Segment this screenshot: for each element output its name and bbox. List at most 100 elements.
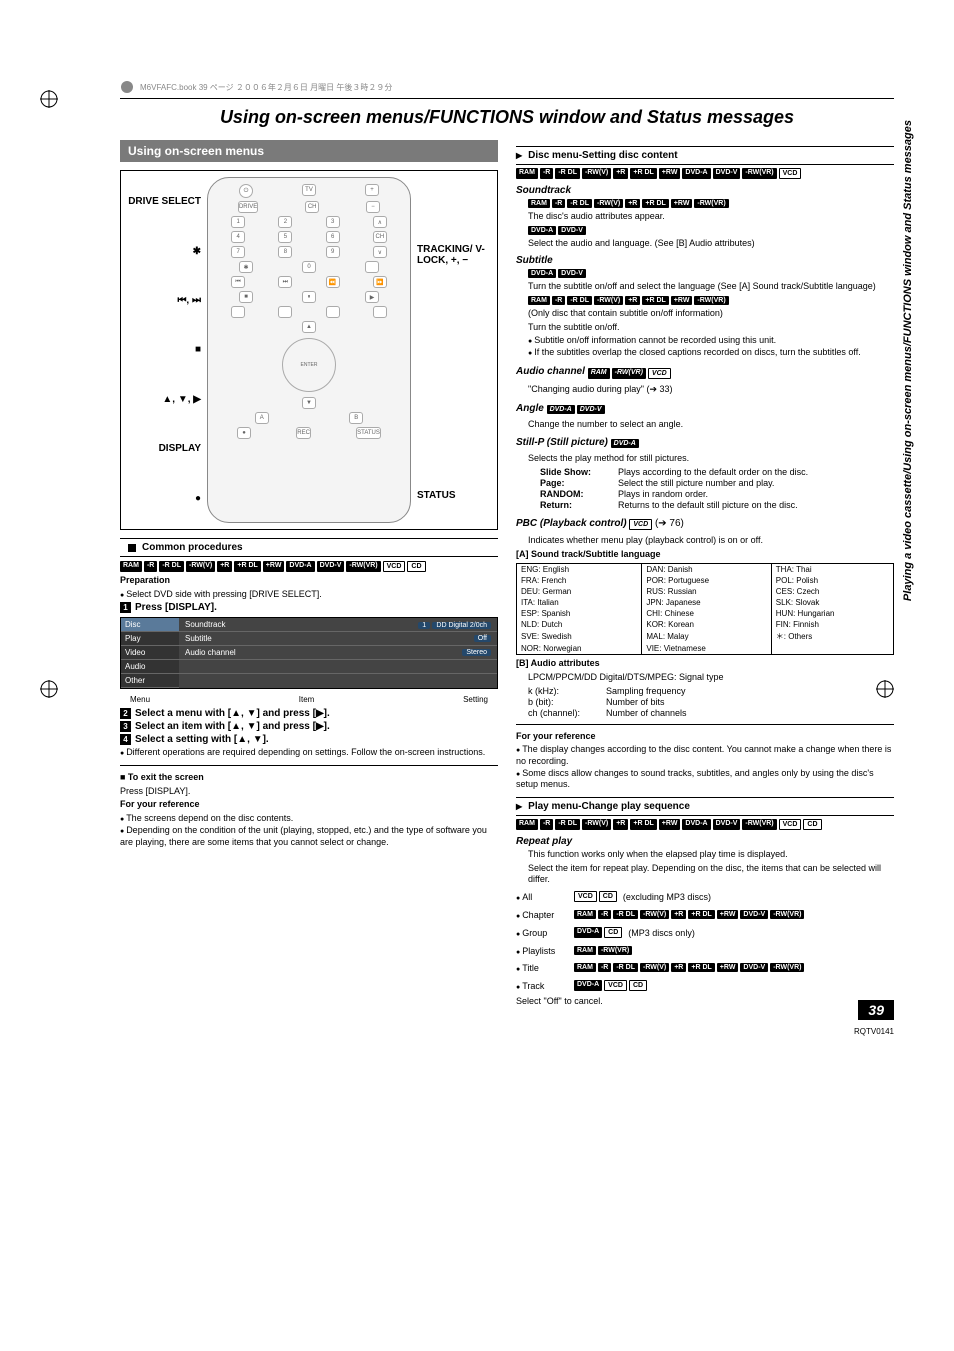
format-tag: +RW: [659, 168, 681, 179]
aa-bit-k: b (bit):: [528, 697, 600, 707]
format-tag: -RW(VR): [770, 910, 804, 919]
soundtrack-text-2: Select the audio and language. (See [B] …: [528, 238, 894, 250]
lang-cell: ENG: English: [517, 564, 642, 576]
format-tag: -RW(V): [186, 561, 215, 572]
soundtrack-text-1: The disc's audio attributes appear.: [528, 211, 894, 223]
format-tag: DVD-A: [528, 226, 556, 235]
aa-khz-k: k (kHz):: [528, 686, 600, 696]
right-column: Disc menu-Setting disc content RAM-R-R D…: [516, 140, 894, 1010]
format-tag: -RW(VR): [598, 946, 632, 955]
format-tag: +R: [625, 296, 640, 305]
sp-page-v: Select the still picture number and play…: [618, 478, 774, 488]
format-tag: +RW: [263, 561, 285, 572]
ref-heading: For your reference: [120, 799, 498, 811]
lang-cell: FIN: Finnish: [771, 619, 893, 630]
sp-return-k: Return:: [540, 500, 612, 510]
angle-heading: Angle DVD-ADVD-V: [516, 402, 894, 417]
play-menu-heading: Play menu-Change play sequence: [516, 797, 894, 816]
step-3-num: 3: [120, 721, 131, 732]
audio-attr-r0: LPCM/PPCM/DD Digital/DTS/MPEG: Signal ty…: [528, 672, 894, 684]
format-tag: -R DL: [555, 168, 580, 179]
osd-soundtrack-label: Soundtrack: [185, 620, 225, 629]
format-tag: DVD-V: [713, 168, 741, 179]
remote-label-skip: ⏮, ⏭: [127, 295, 201, 306]
soundtrack-tags-1: RAM-R-R DL-RW(V)+R+R DL+RW-RW(VR): [528, 199, 894, 208]
lang-cell: NOR: Norwegian: [517, 643, 642, 655]
format-tag: +R DL: [234, 561, 260, 572]
format-tag: CD: [599, 891, 617, 902]
aa-bit-v: Number of bits: [606, 697, 665, 707]
repeat-group: GroupDVD-ACD(MP3 discs only): [516, 924, 894, 941]
page-title: Using on-screen menus/FUNCTIONS window a…: [120, 107, 894, 128]
format-tag: DVD-A: [528, 269, 556, 278]
book-icon: [120, 80, 134, 94]
aa-ch-k: ch (channel):: [528, 708, 600, 718]
reg-mark-icon: [40, 90, 58, 108]
format-tag: -R: [552, 296, 565, 305]
osd-tab-audio: Audio: [121, 660, 179, 674]
format-tag: -RW(VR): [346, 561, 380, 572]
format-tag: -R DL: [613, 963, 638, 972]
sp-return-v: Returns to the default still picture on …: [618, 500, 798, 510]
doc-code: RQTV0141: [854, 1027, 894, 1036]
osd-soundtrack-extra: DD Digital 2/0ch: [432, 622, 491, 629]
sp-slideshow-v: Plays according to the default order on …: [618, 467, 808, 477]
format-tag: -RW(V): [640, 910, 669, 919]
format-tag: +R: [613, 819, 628, 830]
osd-tab-video: Video: [121, 646, 179, 660]
ref2-heading: For your reference: [516, 731, 894, 743]
format-tag: -R: [540, 819, 553, 830]
preparation-text: Select DVD side with pressing [DRIVE SEL…: [120, 589, 498, 601]
stillp-text: Selects the play method for still pictur…: [528, 453, 894, 465]
lang-cell: NLD: Dutch: [517, 619, 642, 630]
format-tag: -RW(V): [582, 168, 611, 179]
subtitle-bullet-2: If the subtitles overlap the closed capt…: [528, 347, 894, 359]
format-tag: RAM: [588, 368, 610, 379]
format-tag: CD: [629, 980, 647, 991]
audio-channel-heading: Audio channel RAM-RW(VR)VCD: [516, 365, 894, 382]
format-tag: CD: [407, 561, 425, 572]
lang-cell: KOR: Korean: [642, 619, 771, 630]
osd-subtitle-label: Subtitle: [185, 634, 212, 643]
remote-label-tracking: TRACKING/ V-LOCK, +, −: [417, 244, 491, 266]
remote-label-arrows: ▲, ▼, ▶: [127, 394, 201, 405]
lang-cell: VIE: Vietnamese: [642, 643, 771, 655]
format-tag: -R DL: [159, 561, 184, 572]
lang-cell: ITA: Italian: [517, 597, 642, 608]
format-tag: RAM: [528, 199, 550, 208]
format-tag: +R DL: [688, 963, 714, 972]
subtitle-text-2: (Only disc that contain subtitle on/off …: [528, 308, 894, 320]
osd-caption: MenuItemSetting: [120, 693, 498, 706]
osd-audioch-val: Stereo: [462, 649, 491, 656]
step-1-num: 1: [120, 602, 131, 613]
format-tag: -R DL: [613, 910, 638, 919]
lang-cell: ESP: Spanish: [517, 608, 642, 619]
format-tag: +R: [671, 963, 686, 972]
repeat-text-1: This function works only when the elapse…: [528, 849, 894, 861]
format-tag: -RW(VR): [742, 819, 776, 830]
common-procedures-header: Common procedures: [120, 538, 498, 557]
repeat-track: TrackDVD-AVCDCD: [516, 977, 894, 994]
play-tags: RAM-R-R DL-RW(V)+R+R DL+RWDVD-ADVD-V-RW(…: [516, 819, 894, 830]
format-tag: +R: [671, 910, 686, 919]
lang-cell: JPN: Japanese: [642, 597, 771, 608]
format-tag: -R: [598, 963, 611, 972]
remote-label-stop: ■: [127, 344, 201, 355]
format-tag: DVD-A: [574, 980, 602, 991]
lang-cell: SLK: Slovak: [771, 597, 893, 608]
header-meta-text: M6VFAFC.book 39 ページ ２００６年２月６日 月曜日 午後３時２９…: [140, 82, 392, 93]
osd-soundtrack-val: 1: [418, 622, 430, 629]
lang-cell: DAN: Danish: [642, 564, 771, 576]
subtitle-heading: Subtitle: [516, 255, 894, 266]
format-tag: DVD-A: [611, 439, 639, 448]
subtitle-bullet-1: Subtitle on/off information cannot be re…: [528, 335, 894, 347]
lang-cell: DEU: German: [517, 586, 642, 597]
angle-text: Change the number to select an angle.: [528, 419, 894, 431]
format-tag: +R DL: [630, 168, 656, 179]
format-tag: +RW: [671, 296, 693, 305]
page-number: 39: [858, 1000, 894, 1020]
format-tag: -R: [598, 910, 611, 919]
format-tag: +RW: [717, 963, 739, 972]
format-tag: VCD: [779, 819, 802, 830]
format-tag: -R DL: [567, 296, 592, 305]
